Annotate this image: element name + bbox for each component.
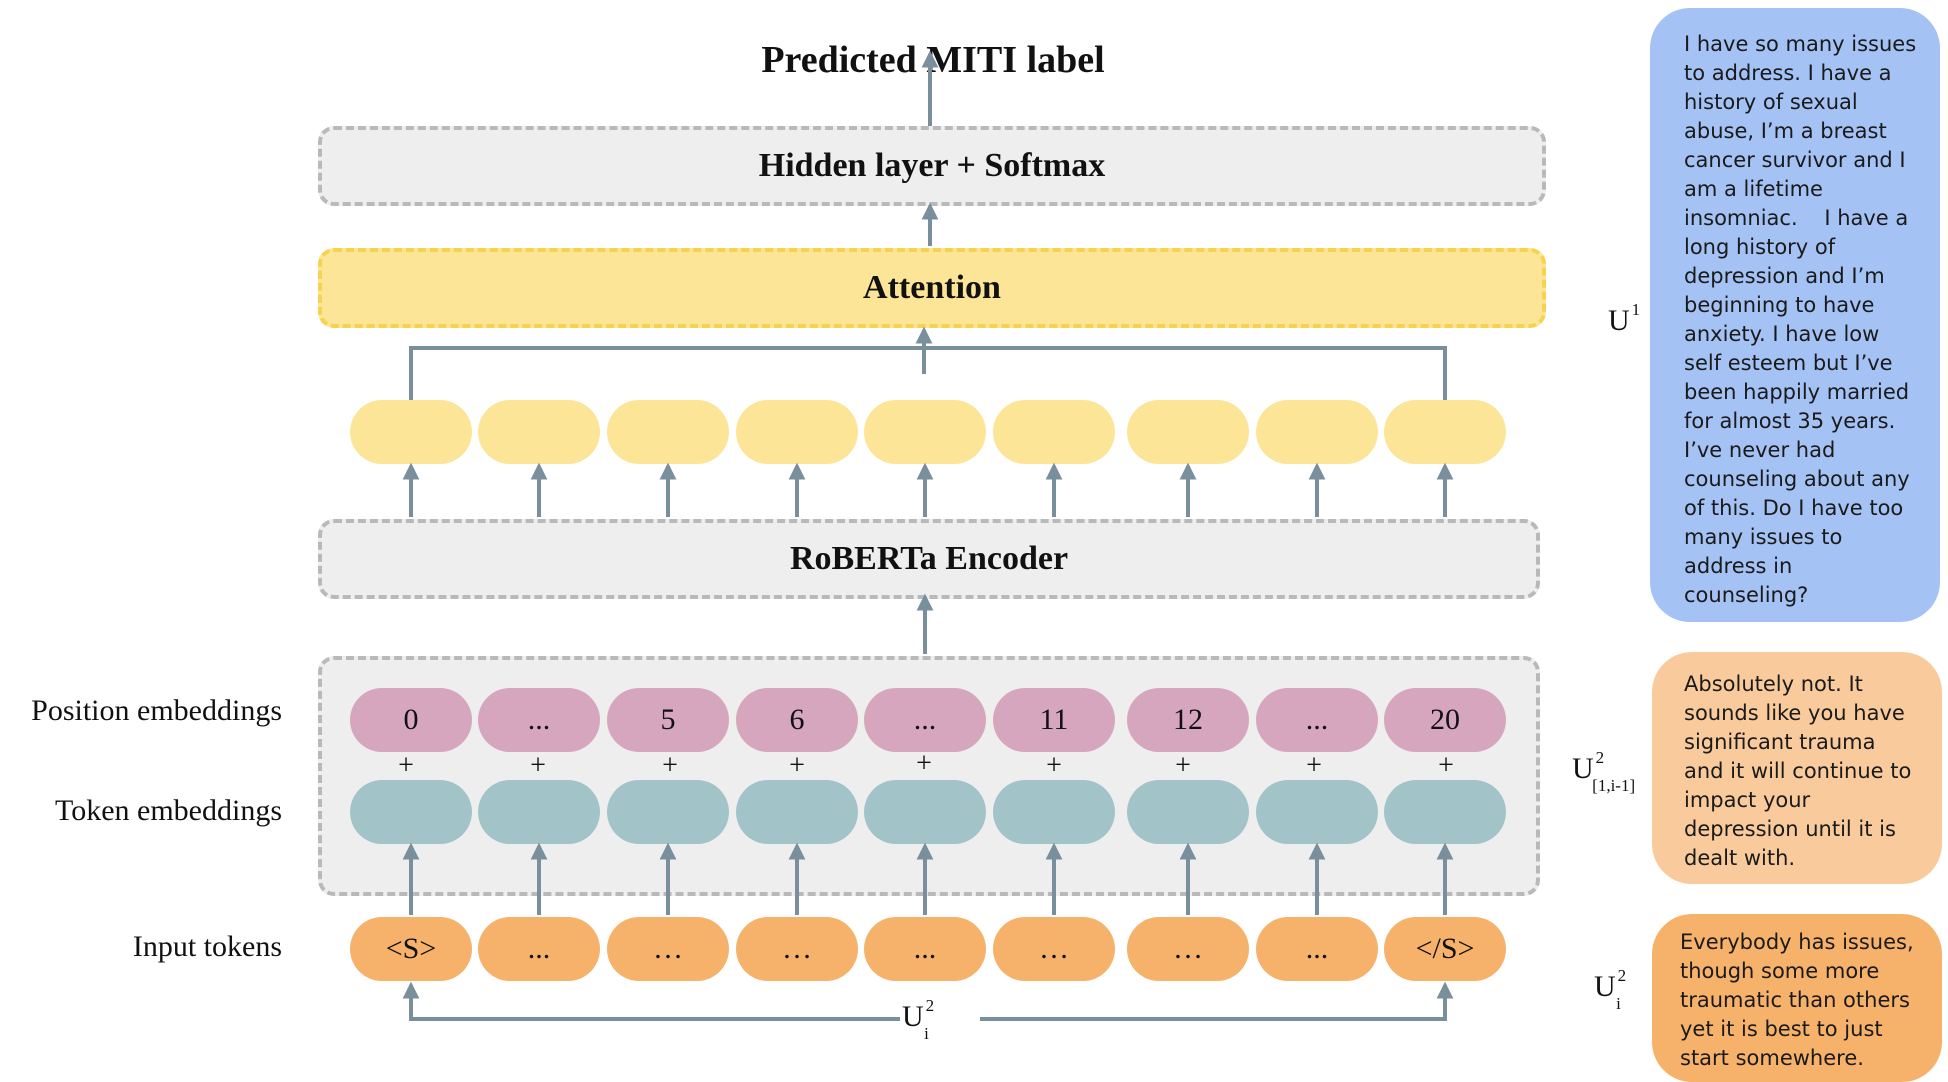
plus-sign: + — [916, 748, 932, 779]
bubble-line: sounds like you have — [1684, 701, 1905, 725]
bubble-line: self esteem but I’ve — [1684, 351, 1893, 375]
bubble-line: anxiety. I have low — [1684, 322, 1880, 346]
token-embedding — [350, 780, 472, 844]
plus-sign: + — [1438, 750, 1454, 781]
bubble-line: history of sexual — [1684, 90, 1858, 114]
u2-current-label: U 2i — [1594, 966, 1627, 1013]
utterance-bubble-u2-context: Absolutely not. It sounds like you have … — [1652, 652, 1942, 884]
bubble-line: depression and I’m — [1684, 264, 1885, 288]
attention-layer: Attention — [318, 248, 1546, 328]
bubble-line: I have so many issues — [1684, 32, 1917, 56]
bubble-line: and it will continue to — [1684, 759, 1912, 783]
encoder-output-arrows — [402, 462, 1454, 517]
position-embedding: 12 — [1127, 688, 1249, 752]
position-embedding: 20 — [1384, 688, 1506, 752]
bubble-line: to address. I have a — [1684, 61, 1892, 85]
hidden-state — [1127, 400, 1249, 464]
token-embedding — [1256, 780, 1378, 844]
position-embedding: ... — [864, 688, 986, 752]
hidden-state — [1256, 400, 1378, 464]
token-embedding — [1127, 780, 1249, 844]
encoder-label: RoBERTa Encoder — [789, 540, 1069, 577]
input-token: … — [1127, 917, 1249, 981]
hidden-softmax-label: Hidden layer + Softmax — [758, 147, 1106, 184]
position-embeddings-label: Position embeddings — [31, 694, 282, 727]
bubble-line: counseling? — [1684, 583, 1809, 607]
position-embedding: 6 — [736, 688, 858, 752]
utterance-bubble-u1: I have so many issues to address. I have… — [1650, 8, 1940, 622]
token-embedding — [607, 780, 729, 844]
token-embedding — [736, 780, 858, 844]
plus-sign: + — [1046, 750, 1062, 781]
bubble-line: I’ve never had — [1684, 438, 1836, 462]
input-token: ... — [864, 917, 986, 981]
position-embedding: 5 — [607, 688, 729, 752]
attention-label: Attention — [863, 269, 1001, 306]
hidden-state — [864, 400, 986, 464]
utterance-bracket-left — [402, 981, 900, 1021]
input-token: </S> — [1384, 917, 1506, 981]
plus-sign: + — [789, 750, 805, 781]
token-embedding — [993, 780, 1115, 844]
bubble-line: significant trauma — [1684, 730, 1876, 754]
token-embeddings-label: Token embeddings — [54, 794, 282, 827]
input-token: … — [607, 917, 729, 981]
hidden-state — [993, 400, 1115, 464]
u2-context-label: U 2[1,i-1] — [1572, 748, 1636, 795]
bubble-line: dealt with. — [1684, 846, 1796, 870]
bubble-line: impact your — [1684, 788, 1811, 812]
bubble-line: Absolutely not. It — [1684, 672, 1863, 696]
bubble-line: abuse, I’m a breast — [1684, 119, 1887, 143]
input-token: ... — [1256, 917, 1378, 981]
bubble-line: many issues to — [1684, 525, 1843, 549]
bubble-line: depression until it is — [1684, 817, 1896, 841]
bubble-line: though some more — [1680, 959, 1880, 983]
bubble-line: cancer survivor and I — [1684, 148, 1906, 172]
bubble-line: am a lifetime — [1684, 177, 1823, 201]
input-token: ... — [478, 917, 600, 981]
position-embedding: 0 — [350, 688, 472, 752]
bubble-line: traumatic than others — [1680, 988, 1910, 1012]
utterance-bubble-u2-current: Everybody has issues, though some more t… — [1652, 914, 1942, 1082]
hidden-state — [1384, 400, 1506, 464]
hidden-state — [350, 400, 472, 464]
bubble-line: start somewhere. — [1680, 1046, 1864, 1070]
bubble-line: Everybody has issues, — [1680, 930, 1914, 954]
plus-sign: + — [530, 750, 546, 781]
position-embedding: 11 — [993, 688, 1115, 752]
input-tokens-label: Input tokens — [132, 930, 282, 963]
hidden-state — [736, 400, 858, 464]
plus-sign: + — [1175, 750, 1191, 781]
bubble-line: been happily married — [1684, 380, 1910, 404]
input-token: … — [993, 917, 1115, 981]
bubble-line: address in — [1684, 554, 1793, 578]
position-embedding: ... — [1256, 688, 1378, 752]
hidden-state — [478, 400, 600, 464]
bubble-line: yet it is best to just — [1680, 1017, 1883, 1041]
hidden-state — [607, 400, 729, 464]
plus-sign: + — [1306, 750, 1322, 781]
token-embedding — [864, 780, 986, 844]
input-token: <S> — [350, 917, 472, 981]
bubble-line: of this. Do I have too — [1684, 496, 1904, 520]
bubble-line: beginning to have — [1684, 293, 1875, 317]
bubble-line: counseling about any — [1684, 467, 1910, 491]
hidden-softmax-layer: Hidden layer + Softmax — [318, 126, 1546, 206]
bubble-line: long history of — [1684, 235, 1836, 259]
bubble-line: insomniac. I have a — [1684, 206, 1909, 230]
input-to-embedding-arrows — [402, 842, 1454, 915]
bottom-utterance-label: U 2i — [902, 996, 935, 1043]
token-embedding — [478, 780, 600, 844]
bubble-line: for almost 35 years. — [1684, 409, 1896, 433]
plus-sign: + — [398, 750, 414, 781]
utterance-bracket-right — [980, 981, 1454, 1021]
input-token: … — [736, 917, 858, 981]
token-embedding — [1384, 780, 1506, 844]
plus-sign: + — [662, 750, 678, 781]
hidden-states-bracket — [409, 346, 1447, 400]
position-embedding: ... — [478, 688, 600, 752]
